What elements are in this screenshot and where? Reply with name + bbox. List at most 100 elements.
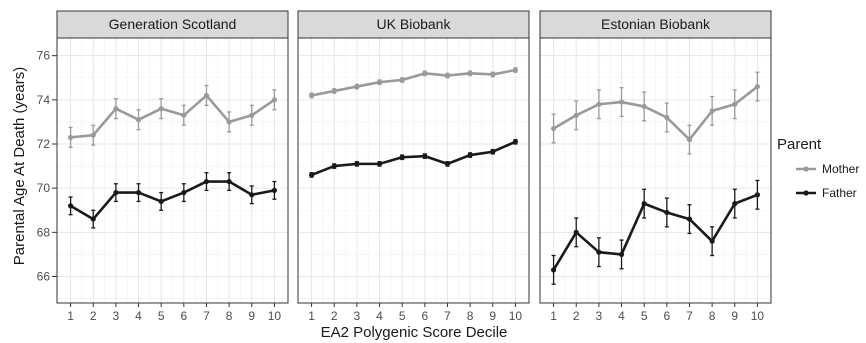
data-point — [467, 70, 473, 76]
x-tick-label: 5 — [641, 309, 648, 323]
data-point — [754, 192, 761, 198]
data-point — [641, 103, 647, 110]
y-axis-title: Parental Age At Death (years) — [11, 67, 28, 265]
x-tick-label: 1 — [67, 309, 74, 323]
x-tick-label: 3 — [596, 309, 603, 323]
legend-key-point — [803, 166, 809, 172]
data-point — [550, 267, 557, 273]
data-point — [467, 152, 473, 158]
x-axis-title: EA2 Polygenic Score Decile — [321, 324, 508, 341]
x-tick-label: 4 — [376, 309, 383, 323]
data-point — [573, 112, 579, 118]
x-tick-label: 6 — [663, 309, 670, 323]
series-line — [69, 180, 275, 221]
data-point — [113, 106, 119, 112]
series-line — [70, 94, 276, 139]
legend-label-father: Father — [822, 186, 857, 200]
data-point — [732, 201, 738, 207]
y-axis: 66 68 70 72 74 76 — [37, 49, 57, 284]
y-tick-label: 68 — [37, 225, 51, 239]
x-tick-label: 5 — [158, 309, 165, 323]
series-line — [552, 193, 758, 271]
series-father — [550, 179, 761, 285]
series-father — [308, 138, 519, 178]
panel-title: Generation Scotland — [109, 16, 237, 32]
data-point — [664, 209, 670, 216]
x-tick-label: 5 — [399, 309, 406, 323]
x-tick-label: 8 — [226, 309, 233, 323]
data-point — [158, 106, 164, 112]
series-line — [311, 140, 516, 177]
legend-title: Parent — [777, 136, 822, 153]
x-tick-label: 10 — [751, 309, 765, 323]
panel-strip — [297, 10, 530, 39]
data-point — [686, 216, 693, 222]
data-point — [135, 117, 142, 123]
x-tick-label: 9 — [248, 309, 255, 323]
data-point — [618, 99, 625, 105]
series-line — [552, 85, 759, 141]
data-point — [376, 79, 383, 85]
data-point — [422, 153, 428, 159]
data-point — [90, 132, 96, 138]
data-point — [618, 251, 625, 258]
series-line — [311, 68, 516, 97]
x-tick-label: 4 — [618, 309, 625, 323]
data-point — [354, 161, 360, 167]
data-point — [754, 83, 761, 90]
series-mother — [308, 67, 519, 99]
x-tick-label: 10 — [268, 309, 282, 323]
x-tick-label: 3 — [354, 309, 361, 323]
data-point — [490, 149, 496, 155]
legend-key-point — [803, 190, 809, 196]
data-point — [90, 216, 96, 222]
data-point — [354, 83, 360, 90]
x-tick-label: 7 — [444, 309, 451, 323]
data-point — [135, 189, 142, 196]
legend: Parent Mother Father — [777, 136, 859, 200]
series-mother — [550, 71, 761, 155]
data-point — [550, 125, 557, 132]
x-tick-label: 6 — [180, 309, 187, 323]
data-point — [67, 134, 74, 140]
panel-3: Estonian Biobank 1 2 3 4 5 6 7 8 9 10 — [539, 10, 772, 323]
data-point — [113, 189, 119, 196]
data-point — [226, 178, 232, 185]
y-tick-label: 66 — [37, 270, 51, 284]
data-point — [686, 136, 693, 143]
y-tick-label: 70 — [37, 181, 51, 195]
data-point — [399, 77, 405, 83]
y-tick-label: 74 — [37, 93, 51, 107]
data-point — [249, 192, 255, 198]
data-point — [709, 238, 715, 244]
series-father — [67, 172, 278, 229]
x-tick-label: 3 — [113, 309, 120, 323]
x-tick-label: 1 — [308, 309, 315, 323]
panel-title: Estonian Biobank — [601, 16, 711, 32]
panel-2: UK Biobank 1 2 3 4 5 6 7 8 9 10 — [297, 10, 530, 323]
data-point — [490, 71, 496, 78]
x-tick-label: 6 — [421, 309, 428, 323]
data-point — [249, 112, 255, 118]
x-tick-label: 7 — [203, 309, 210, 323]
data-point — [664, 114, 670, 121]
data-point — [308, 92, 315, 99]
data-point — [226, 119, 232, 125]
x-tick-label: 4 — [135, 309, 142, 323]
x-tick-label: 8 — [467, 309, 474, 323]
data-point — [709, 108, 715, 114]
x-tick-label: 2 — [573, 309, 580, 323]
data-point — [203, 178, 210, 185]
data-point — [444, 72, 451, 79]
data-point — [512, 139, 519, 145]
x-tick-label: 2 — [331, 309, 338, 323]
data-point — [596, 249, 602, 255]
data-point — [641, 201, 647, 207]
y-tick-label: 72 — [37, 137, 51, 151]
data-point — [596, 101, 602, 107]
data-point — [512, 67, 519, 73]
data-point — [422, 70, 428, 76]
data-point — [732, 101, 738, 107]
